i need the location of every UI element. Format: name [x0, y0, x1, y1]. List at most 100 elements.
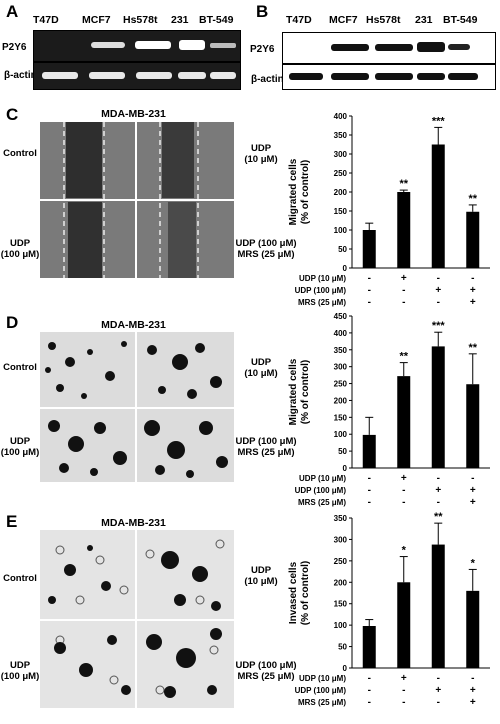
panel-letter-b: B: [256, 2, 269, 21]
treatment-row-label: MRS (25 μM): [298, 498, 346, 507]
significance-label: *: [471, 557, 476, 569]
panel-letter-a: A: [6, 2, 19, 21]
cond-e-udp-mrs: UDP (100 μM) MRS (25 μM): [235, 660, 297, 682]
cond-c-udp100: UDP (100 μM): [0, 238, 40, 260]
row-label-p2y6: P2Y6: [2, 42, 27, 53]
treatment-sign: -: [368, 697, 371, 708]
y-tick-label: 300: [334, 535, 348, 544]
row-label-b-p2y6: P2Y6: [250, 44, 275, 55]
treatment-sign: -: [368, 297, 371, 308]
pores-e: [55, 539, 225, 695]
actin-band-3: [136, 72, 172, 79]
blot-band-231: [417, 42, 445, 52]
treatment-sign: -: [437, 497, 440, 508]
treatment-row-label: MRS (25 μM): [298, 698, 346, 707]
treatment-sign: +: [435, 285, 441, 296]
y-tick-label: 250: [334, 169, 348, 178]
band-231: [179, 40, 205, 50]
y-tick-label: 0: [343, 464, 348, 473]
y-tick-label: 0: [343, 264, 348, 273]
blot-actin-1: [289, 73, 323, 80]
significance-label: **: [434, 511, 443, 523]
y-axis-label: Migrated cells: [288, 358, 299, 425]
treatment-sign: -: [471, 273, 474, 284]
treatment-sign: -: [402, 485, 405, 496]
treatment-sign: -: [437, 673, 440, 684]
lane-label-mcf7: MCF7: [82, 14, 111, 26]
y-tick-label: 50: [338, 643, 347, 652]
cond-d-udp-mrs: UDP (100 μM) MRS (25 μM): [235, 436, 297, 458]
treatment-sign: -: [368, 473, 371, 484]
treatment-sign: +: [470, 697, 476, 708]
blot-actin-3: [375, 73, 413, 80]
treatment-sign: +: [435, 685, 441, 696]
gel-p2y6: [33, 30, 241, 62]
blot-band-bt549: [448, 44, 470, 50]
significance-label: **: [399, 351, 408, 363]
bar: [466, 211, 480, 268]
bar: [397, 376, 411, 468]
bar-chart-e: Invased cells (% of control) 0 50 100 150 200 2…: [288, 511, 490, 708]
y-tick-label: 300: [334, 150, 348, 159]
y-tick-label: 50: [338, 245, 347, 254]
cond-c-udp-mrs: UDP (100 μM) MRS (25 μM): [235, 238, 297, 260]
micrograph-d: [40, 332, 234, 482]
blot-band-hs578t: [375, 44, 413, 51]
y-tick-label: 50: [338, 447, 347, 456]
significance-label: *: [402, 545, 407, 557]
significance-label: ***: [432, 115, 446, 127]
bar-chart-d: Migrated cells (% of control) 0 50 100 150 200…: [288, 312, 490, 508]
treatment-sign: +: [401, 673, 407, 684]
actin-band-5: [210, 72, 236, 79]
lane-label-hs578t: Hs578t: [123, 14, 158, 26]
significance-label: ***: [432, 320, 446, 332]
treatment-sign: -: [437, 297, 440, 308]
gel-bands-beta-actin: [42, 72, 236, 79]
bar: [397, 582, 411, 668]
actin-band-4: [178, 72, 206, 79]
band-mcf7: [91, 42, 125, 48]
y-tick-label: 400: [334, 112, 348, 121]
treatment-sign: -: [437, 697, 440, 708]
treatment-sign: +: [470, 297, 476, 308]
treatment-sign: -: [402, 685, 405, 696]
bar: [431, 346, 445, 468]
treatment-row-label: UDP (10 μM): [299, 674, 346, 683]
band-hs578t: [135, 41, 171, 49]
invaded-cells-e: [48, 545, 222, 698]
treatment-row-label: UDP (100 μM): [295, 686, 347, 695]
treatment-sign: -: [471, 673, 474, 684]
treatment-sign: -: [437, 273, 440, 284]
y-tick-label: 200: [334, 396, 348, 405]
cond-d-udp10: UDP (10 μM): [244, 357, 278, 379]
treatment-row-label: UDP (100 μM): [295, 486, 347, 495]
treatment-sign: -: [368, 273, 371, 284]
micro-title-c: MDA-MB-231: [101, 108, 166, 120]
treatment-sign: +: [435, 485, 441, 496]
treatment-row-label: UDP (10 μM): [299, 474, 346, 483]
treatment-sign: -: [471, 473, 474, 484]
treatment-sign: -: [368, 485, 371, 496]
cond-d-udp100: UDP (100 μM): [0, 436, 40, 458]
blot-bands-p2y6: [331, 42, 470, 52]
treatment-sign: +: [470, 497, 476, 508]
actin-band-1: [42, 72, 78, 79]
treatment-row-label: UDP (100 μM): [295, 286, 347, 295]
panel-letter-d: D: [6, 313, 19, 332]
band-bt549: [210, 43, 236, 48]
treatment-sign: -: [402, 297, 405, 308]
cond-d-control: Control: [3, 362, 37, 373]
micro-title-e: MDA-MB-231: [101, 517, 166, 529]
blot-band-mcf7: [331, 44, 369, 51]
y-tick-label: 100: [334, 430, 348, 439]
treatment-sign: -: [402, 697, 405, 708]
blot-bands-beta-actin: [289, 73, 478, 80]
cond-e-udp100: UDP (100 μM): [0, 660, 40, 682]
treatment-sign: -: [368, 673, 371, 684]
treatment-sign: -: [368, 497, 371, 508]
lane-label-b-t47d: T47D: [286, 14, 312, 26]
bar: [362, 230, 376, 268]
treatment-row-label: UDP (10 μM): [299, 274, 346, 283]
blot-actin-2: [331, 73, 369, 80]
cell-clusters-d: [45, 341, 228, 478]
